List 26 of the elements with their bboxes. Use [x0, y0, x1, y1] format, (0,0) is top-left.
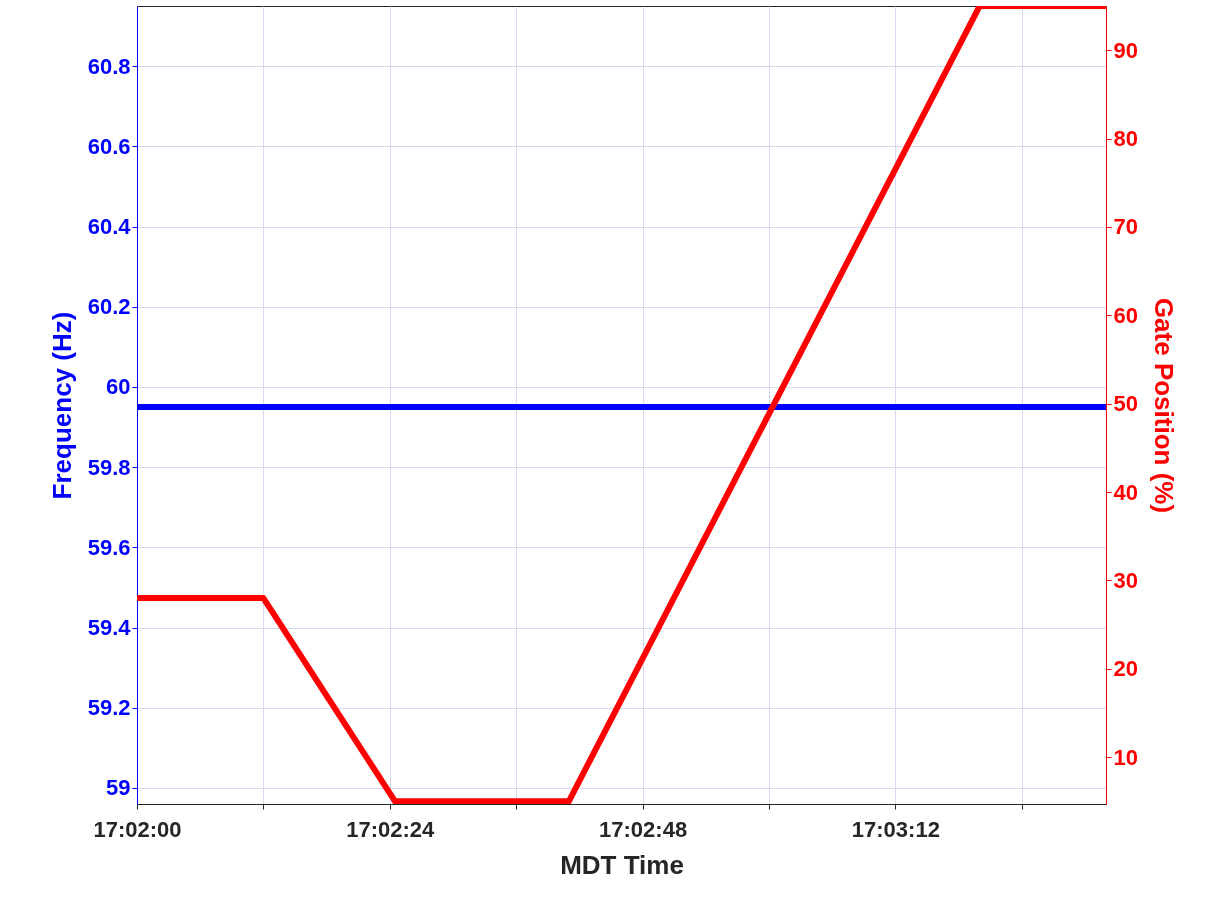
y-tick-label: 60 — [106, 374, 131, 400]
y-tick-label: 59.2 — [87, 695, 131, 721]
y2-tick-label: 20 — [1113, 656, 1138, 682]
y2-tick-label: 40 — [1113, 479, 1138, 505]
y2-tick-label: 70 — [1113, 214, 1138, 240]
x-tick-label: 17:03:12 — [851, 816, 940, 842]
y-tick-label: 59.8 — [87, 454, 131, 480]
y-tick-label: 60.6 — [87, 133, 131, 159]
y2-tick-label: 80 — [1113, 126, 1138, 152]
y-tick-label: 60.4 — [87, 214, 132, 240]
y-tick-label: 60.2 — [87, 294, 131, 320]
y-tick-label: 59 — [106, 775, 131, 801]
y2-tick-label: 60 — [1113, 302, 1138, 328]
x-axis-title: MDT Time — [560, 849, 684, 880]
x-tick-label: 17:02:24 — [346, 816, 436, 842]
y2-tick-label: 50 — [1113, 391, 1138, 417]
y-tick-label: 59.6 — [87, 534, 131, 560]
x-tick-label: 17:02:48 — [599, 816, 688, 842]
y2-tick-label: 10 — [1113, 744, 1138, 770]
y-tick-label: 60.8 — [87, 53, 131, 79]
y2-tick-label: 30 — [1113, 567, 1138, 593]
y2-tick-label: 90 — [1113, 37, 1138, 63]
x-tick-label: 17:02:00 — [93, 816, 182, 842]
y-tick-label: 59.4 — [87, 615, 132, 641]
y-axis-title: Frequency (Hz) — [46, 311, 77, 500]
y2-axis-title: Gate Position (%) — [1148, 297, 1179, 514]
